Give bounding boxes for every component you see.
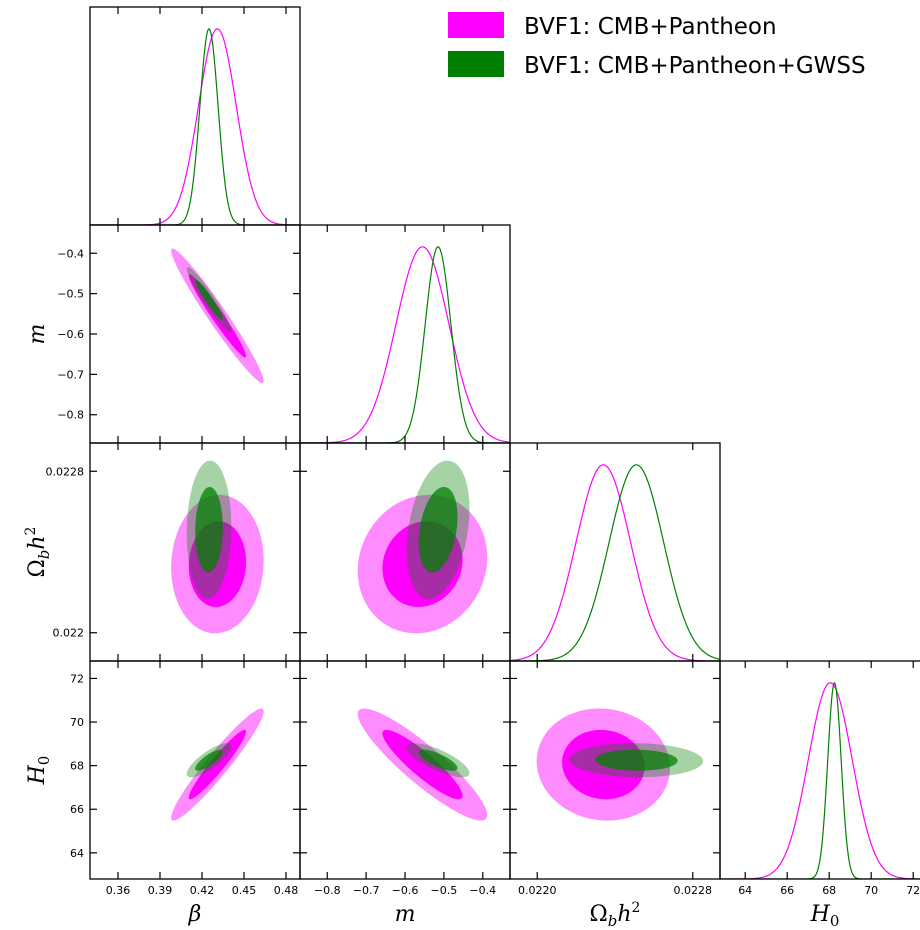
panel-frame [299, 224, 511, 444]
panel-omega_b_h2-m [357, 460, 488, 634]
marginal-omega_b_h2-series-1 [510, 464, 720, 661]
axis-label-omegabh2-y: Ωbh2 [23, 527, 53, 578]
axis-label-m-y: m [25, 324, 50, 345]
panels-layer: 0.36 0.39 0.42 0.45 0.48 −0.8 −0.7 −0.6 −0.5 −0.4… [23, 6, 920, 930]
panel-frame [89, 6, 301, 226]
panel-H0-m [357, 708, 488, 821]
x-tick-label-omega_b_h2: 0.0228 [674, 884, 713, 897]
panel-frame [89, 224, 301, 444]
axis-label-m-x: m [395, 902, 416, 927]
y-tick-label-H0: 68 [70, 760, 84, 773]
x-tick-label-m: −0.8 [314, 884, 341, 897]
x-tick-label-beta: 0.36 [106, 884, 131, 897]
axis-label-h0-x: H0 [810, 902, 840, 930]
marginal-H0-series-0 [720, 682, 920, 879]
contour-m-beta-series-1-68 [195, 279, 223, 320]
legend: BVF1: CMB+Pantheon BVF1: CMB+Pantheon+GW… [448, 12, 866, 79]
axis-label-h0-y: H0 [25, 756, 53, 786]
contour-omega_b_h2-m-series-1-68 [418, 486, 458, 573]
x-tick-label-H0: 66 [780, 884, 794, 897]
panel-beta-beta [90, 27, 300, 225]
y-tick-label-m: −0.7 [57, 368, 84, 381]
x-tick-label-H0: 72 [906, 884, 920, 897]
axis-label-omegabh2-x: Ωbh2 [590, 900, 641, 930]
marginal-m-series-1 [300, 246, 510, 443]
x-tick-label-H0: 68 [822, 884, 836, 897]
panel-m-beta [171, 248, 264, 384]
contour-H0-omega_b_h2-series-1-68 [595, 749, 678, 771]
panel-m-m [300, 246, 510, 443]
contour-H0-beta-series-0-68 [188, 729, 247, 800]
x-tick-label-m: −0.6 [392, 884, 419, 897]
y-tick-label-m: −0.5 [57, 288, 84, 301]
y-tick-label-omega_b_h2: 0.0228 [46, 465, 85, 478]
contour-H0-m-series-1-68 [418, 749, 458, 771]
x-tick-label-H0: 64 [738, 884, 752, 897]
axis-label-beta-x: β [188, 902, 202, 927]
y-tick-label-m: −0.6 [57, 328, 84, 341]
panel-omega_b_h2-omega_b_h2 [510, 464, 720, 661]
x-tick-label-beta: 0.39 [148, 884, 173, 897]
panel-H0-H0 [720, 681, 920, 879]
x-tick-label-m: −0.4 [469, 884, 496, 897]
contour-H0-m-series-0-68 [382, 729, 463, 800]
legend-label-cmb-pantheon: BVF1: CMB+Pantheon [524, 14, 777, 40]
y-tick-label-H0: 70 [70, 716, 84, 729]
y-tick-label-m: −0.4 [57, 247, 84, 260]
contour-omega_b_h2-beta-series-1-68 [195, 486, 223, 573]
legend-swatch-cmb-pantheon [448, 12, 504, 38]
panel-omega_b_h2-beta [171, 460, 264, 634]
marginal-beta-series-0 [90, 28, 300, 225]
x-tick-label-H0: 70 [864, 884, 878, 897]
x-tick-label-beta: 0.42 [190, 884, 215, 897]
marginal-m-series-0 [300, 246, 510, 443]
panel-frame [719, 660, 920, 880]
y-tick-label-omega_b_h2: 0.022 [53, 627, 85, 640]
panel-H0-omega_b_h2 [536, 708, 704, 821]
y-tick-label-H0: 72 [70, 672, 84, 685]
y-tick-label-H0: 64 [70, 847, 84, 860]
x-tick-label-beta: 0.45 [232, 884, 257, 897]
marginal-beta-series-1 [90, 27, 300, 225]
contour-H0-beta-series-1-68 [195, 749, 223, 771]
legend-swatch-cmb-pantheon-gwss [448, 51, 504, 77]
legend-label-cmb-pantheon-gwss: BVF1: CMB+Pantheon+GWSS [524, 53, 866, 79]
y-tick-label-H0: 66 [70, 803, 84, 816]
x-tick-label-m: −0.5 [431, 884, 458, 897]
marginal-H0-series-1 [720, 681, 920, 879]
marginal-omega_b_h2-series-0 [510, 464, 720, 661]
x-tick-label-beta: 0.48 [274, 884, 299, 897]
panel-H0-beta [171, 708, 264, 821]
x-tick-label-omega_b_h2: 0.0220 [518, 884, 557, 897]
y-tick-label-m: −0.8 [57, 409, 84, 422]
x-tick-label-m: −0.7 [353, 884, 380, 897]
